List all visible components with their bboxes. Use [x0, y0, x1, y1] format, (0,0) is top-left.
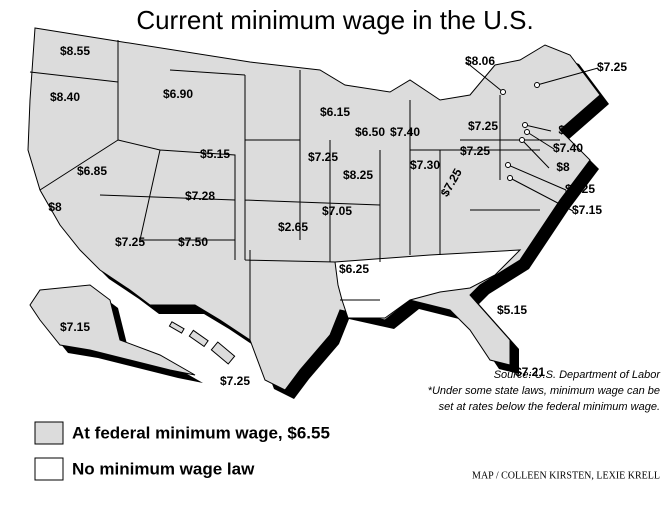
- leader-dot: [505, 162, 511, 168]
- leader-dot: [500, 89, 506, 95]
- wage-label: $7.15: [60, 320, 90, 334]
- us-map: [27, 27, 609, 481]
- leader-line: [465, 61, 504, 93]
- wage-label: $7.28: [185, 189, 215, 203]
- wage-label: $7.25: [460, 144, 490, 158]
- leader-line: [536, 67, 599, 86]
- wage-label: $8: [48, 200, 62, 214]
- wage-label: $7.40: [553, 141, 583, 155]
- leader-dot: [522, 122, 528, 128]
- wage-label: $6.50: [355, 125, 385, 139]
- state-borders: [29, 40, 560, 340]
- alaska: [29, 284, 196, 376]
- leader-dot: [524, 129, 530, 135]
- leader-dot: [519, 137, 525, 143]
- wage-label: $7.21: [515, 365, 545, 379]
- wage-label: $2.65: [278, 220, 308, 234]
- wage-label: $8.25: [343, 168, 373, 182]
- leader-line: [524, 124, 552, 132]
- leader-dot: [507, 175, 513, 181]
- us-outline: [27, 27, 601, 391]
- wage-label: $7.30: [410, 158, 440, 172]
- hawaii: [168, 321, 236, 365]
- wage-label: $7.40: [390, 125, 420, 139]
- wage-label: $6.85: [77, 164, 107, 178]
- title: Current minimum wage in the U.S.: [136, 5, 533, 35]
- wage-label: $7.25: [565, 182, 595, 196]
- wage-label: $8.55: [60, 44, 90, 58]
- wage-label: $8: [558, 123, 572, 137]
- wage-label: $6.15: [320, 105, 350, 119]
- note: *Under some state laws, minimum wage can…: [428, 385, 660, 397]
- note: set at rates below the federal minimum w…: [439, 401, 660, 413]
- wage-label: $6.25: [339, 262, 369, 276]
- wage-label: $7.50: [178, 235, 208, 249]
- credit: MAP / COLLEEN KIRSTEN, LEXIE KRELL: [472, 470, 660, 481]
- leader-line: [507, 164, 567, 191]
- wage-label: $8.40: [50, 90, 80, 104]
- wage-label: $7.25: [468, 119, 498, 133]
- legend-label: At federal minimum wage, $6.55: [72, 423, 330, 442]
- wage-label: $7.05: [322, 204, 352, 218]
- leader-line: [521, 139, 550, 169]
- wage-label: $7.25: [308, 150, 338, 164]
- wage-label: $7.25: [597, 60, 627, 74]
- wage-label: $7.15: [572, 203, 602, 217]
- wage-label: $8: [556, 160, 570, 174]
- leader-dot: [534, 82, 540, 88]
- wage-label: $7.25: [220, 374, 250, 388]
- wage-label: $7.25: [115, 235, 145, 249]
- legend-label: No minimum wage law: [72, 459, 255, 478]
- source: Source: U.S. Department of Labor: [494, 369, 662, 381]
- legend-swatches: [34, 421, 64, 481]
- wage-label: $5.15: [200, 147, 230, 161]
- leader-line: [509, 177, 574, 212]
- wage-label: $6.90: [163, 87, 193, 101]
- wage-label: $8.06: [465, 54, 495, 68]
- no-law-states: [334, 249, 522, 319]
- leader-line: [526, 131, 555, 150]
- wage-label: $5.15: [497, 303, 527, 317]
